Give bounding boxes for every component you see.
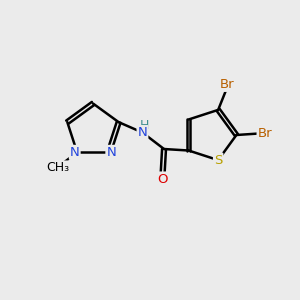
Text: Br: Br xyxy=(220,78,235,91)
Text: H: H xyxy=(140,119,149,132)
Text: N: N xyxy=(138,126,147,139)
Text: Br: Br xyxy=(258,127,272,140)
Text: N: N xyxy=(106,146,116,159)
Text: S: S xyxy=(214,154,222,166)
Text: O: O xyxy=(157,172,168,185)
Text: CH₃: CH₃ xyxy=(46,161,69,174)
Text: N: N xyxy=(70,146,80,159)
